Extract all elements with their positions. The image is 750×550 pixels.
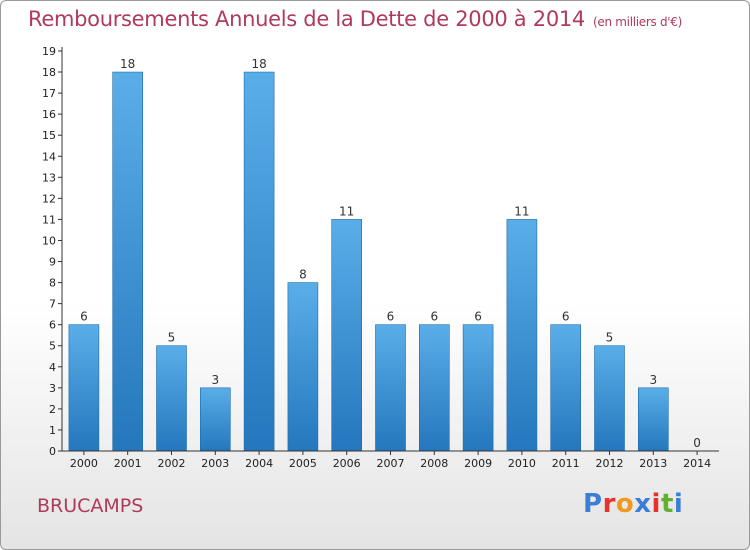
x-tick-label-2003: 2003 bbox=[201, 457, 229, 470]
data-label-2013: 3 bbox=[649, 373, 657, 387]
logo-letter: o bbox=[615, 489, 635, 519]
y-tick-label: 5 bbox=[49, 340, 56, 353]
data-label-2000: 6 bbox=[80, 310, 88, 324]
bar-2008 bbox=[418, 324, 450, 452]
data-label-2005: 8 bbox=[299, 268, 307, 282]
data-labels: 6 18 5 3 18 8 11 6 6 6 11 6 5 3 0 bbox=[80, 57, 701, 450]
y-tick-label: 19 bbox=[42, 45, 56, 58]
x-tick-label-2000: 2000 bbox=[70, 457, 98, 470]
logo-letter: P bbox=[583, 489, 603, 519]
y-tick-label: 15 bbox=[42, 129, 56, 142]
bar-2002 bbox=[156, 345, 187, 452]
bar-2001 bbox=[112, 71, 143, 452]
data-label-2006: 11 bbox=[339, 204, 354, 218]
y-tick-label: 17 bbox=[42, 87, 56, 100]
x-tick-label-2004: 2004 bbox=[245, 457, 273, 470]
data-label-2003: 3 bbox=[211, 373, 219, 387]
data-label-2001: 18 bbox=[120, 57, 135, 71]
data-label-2004: 18 bbox=[251, 57, 266, 71]
data-label-2012: 5 bbox=[606, 331, 614, 345]
x-tick-label-2002: 2002 bbox=[158, 457, 186, 470]
data-label-2007: 6 bbox=[387, 310, 395, 324]
x-tick-label-2013: 2013 bbox=[639, 457, 667, 470]
commune-name: BRUCAMPS bbox=[37, 495, 144, 517]
y-tick-label: 11 bbox=[42, 213, 56, 226]
y-tick-label: 13 bbox=[42, 171, 56, 184]
y-tick-label: 1 bbox=[49, 424, 56, 437]
bar-2003 bbox=[200, 387, 231, 452]
y-tick-label: 6 bbox=[49, 319, 56, 332]
y-tick-label: 10 bbox=[42, 234, 56, 247]
data-label-2014: 0 bbox=[693, 436, 701, 450]
y-tick-label: 3 bbox=[49, 382, 56, 395]
chart-subtitle: (en milliers d'€) bbox=[593, 15, 683, 29]
x-axis: 2000 2001 2002 2003 2004 2005 2006 2007 2008 2009… bbox=[62, 450, 719, 470]
logo-letter: t bbox=[660, 489, 674, 519]
bar-2012 bbox=[594, 345, 625, 452]
bar-2000 bbox=[68, 324, 100, 452]
bar-2010 bbox=[506, 219, 538, 452]
y-tick-label: 0 bbox=[49, 445, 56, 458]
logo-letter: x bbox=[634, 489, 652, 519]
y-tick-label: 7 bbox=[49, 298, 56, 311]
bar-2004 bbox=[243, 71, 275, 452]
chart-title: Remboursements Annuels de la Dette de 20… bbox=[28, 7, 682, 31]
data-label-2010: 11 bbox=[514, 204, 529, 218]
x-tick-label-2008: 2008 bbox=[420, 457, 448, 470]
y-tick-label: 12 bbox=[42, 192, 56, 205]
bar-2006 bbox=[331, 219, 363, 452]
bar-2011 bbox=[550, 324, 582, 452]
logo-letter: i bbox=[673, 489, 684, 519]
proxiti-logo: Proxiti bbox=[583, 489, 683, 519]
data-label-2008: 6 bbox=[430, 310, 438, 324]
x-tick-label-2011: 2011 bbox=[552, 457, 580, 470]
y-tick-label: 14 bbox=[42, 150, 56, 163]
bar-2005 bbox=[287, 282, 319, 452]
y-tick-label: 18 bbox=[42, 66, 56, 79]
bars bbox=[68, 71, 669, 452]
logo-letter: r bbox=[602, 489, 616, 519]
x-tick-label-2012: 2012 bbox=[596, 457, 624, 470]
x-tick-label-2001: 2001 bbox=[114, 457, 142, 470]
y-tick-label: 9 bbox=[49, 256, 56, 269]
x-tick-label-2006: 2006 bbox=[333, 457, 361, 470]
y-tick-label: 2 bbox=[49, 403, 56, 416]
y-tick-label: 8 bbox=[49, 277, 56, 290]
data-label-2011: 6 bbox=[562, 310, 570, 324]
x-tick-label-2010: 2010 bbox=[508, 457, 536, 470]
bar-2007 bbox=[375, 324, 406, 452]
x-tick-label-2009: 2009 bbox=[464, 457, 492, 470]
y-tick-label: 4 bbox=[49, 361, 56, 374]
chart-title-text: Remboursements Annuels de la Dette de 20… bbox=[28, 7, 585, 31]
x-tick-label-2007: 2007 bbox=[377, 457, 405, 470]
bar-2009 bbox=[462, 324, 494, 452]
data-label-2009: 6 bbox=[474, 310, 482, 324]
y-tick-label: 16 bbox=[42, 108, 56, 121]
bar-2013 bbox=[637, 387, 669, 452]
data-label-2002: 5 bbox=[168, 331, 176, 345]
x-tick-label-2014: 2014 bbox=[683, 457, 711, 470]
logo-letter: i bbox=[651, 489, 661, 519]
x-tick-label-2005: 2005 bbox=[289, 457, 317, 470]
